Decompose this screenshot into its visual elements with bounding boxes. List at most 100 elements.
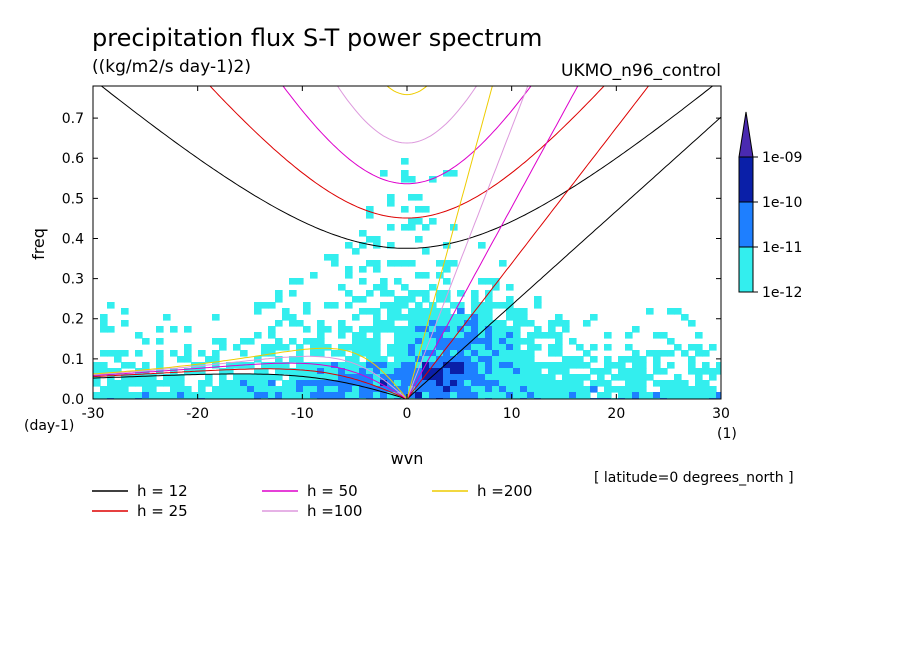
field-cell xyxy=(611,362,619,369)
field-cell xyxy=(443,368,451,375)
field-cell xyxy=(135,350,143,357)
field-cell xyxy=(534,326,542,333)
field-cell xyxy=(422,320,430,327)
field-cell xyxy=(198,380,206,387)
field-cell xyxy=(527,332,535,339)
field-cell xyxy=(359,374,367,381)
field-cell xyxy=(548,392,556,399)
field-cell xyxy=(506,296,514,303)
field-cell xyxy=(534,386,542,393)
field-cell xyxy=(373,344,381,351)
field-cell xyxy=(408,194,416,201)
field-cell xyxy=(408,314,416,321)
field-cell xyxy=(457,362,465,369)
field-cell xyxy=(415,302,423,309)
field-cell xyxy=(555,320,563,327)
field-cell xyxy=(373,362,381,369)
field-cell xyxy=(506,350,514,357)
field-cell xyxy=(163,380,171,387)
field-cell xyxy=(380,284,388,291)
field-cell xyxy=(156,356,164,363)
field-cell xyxy=(548,386,556,393)
field-cell xyxy=(464,380,472,387)
field-cell xyxy=(296,344,304,351)
field-cell xyxy=(359,278,367,285)
field-cell xyxy=(107,368,115,375)
field-cell xyxy=(520,320,528,327)
field-cell xyxy=(401,170,409,177)
field-cell xyxy=(520,392,528,399)
field-cell xyxy=(464,350,472,357)
field-cell xyxy=(366,212,374,219)
field-cell xyxy=(562,374,570,381)
field-cell xyxy=(513,356,521,363)
field-cell xyxy=(436,392,444,399)
field-cell xyxy=(464,356,472,363)
field-cell xyxy=(191,362,199,369)
field-cell xyxy=(492,374,500,381)
field-cell xyxy=(303,302,311,309)
field-cell xyxy=(268,326,276,333)
field-cell xyxy=(275,368,283,375)
field-cell xyxy=(415,356,423,363)
field-cell xyxy=(261,386,269,393)
field-cell xyxy=(93,368,101,375)
field-cell xyxy=(485,278,493,285)
field-cell xyxy=(506,308,514,315)
field-cell xyxy=(254,374,262,381)
field-cell xyxy=(415,290,423,297)
field-cell xyxy=(471,314,479,321)
field-cell xyxy=(275,362,283,369)
field-cell xyxy=(464,332,472,339)
field-cell xyxy=(254,380,262,387)
field-cell xyxy=(457,308,465,315)
field-cell xyxy=(359,362,367,369)
field-cell xyxy=(555,386,563,393)
field-cell xyxy=(422,386,430,393)
field-cell xyxy=(478,326,486,333)
field-cell xyxy=(156,392,164,399)
field-cell xyxy=(429,320,437,327)
field-cell xyxy=(387,260,395,267)
field-cell xyxy=(471,326,479,333)
field-cell xyxy=(352,248,360,255)
field-cell xyxy=(471,332,479,339)
field-cell xyxy=(653,350,661,357)
field-cell xyxy=(695,368,703,375)
field-cell xyxy=(352,296,360,303)
field-cell xyxy=(429,308,437,315)
field-cell xyxy=(625,380,633,387)
field-cell xyxy=(408,176,416,183)
field-cell xyxy=(331,368,339,375)
field-cell xyxy=(429,356,437,363)
field-cell xyxy=(576,356,584,363)
field-cell xyxy=(338,326,346,333)
field-cell xyxy=(590,314,598,321)
field-cell xyxy=(639,368,647,375)
field-cell xyxy=(401,176,409,183)
field-cell xyxy=(429,218,437,225)
field-cell xyxy=(492,302,500,309)
field-cell xyxy=(149,386,157,393)
field-cell xyxy=(394,338,402,345)
field-cell xyxy=(226,386,234,393)
field-cell xyxy=(632,374,640,381)
dispersion-curve-inertio-gravity xyxy=(209,86,605,219)
field-cell xyxy=(422,338,430,345)
field-cell xyxy=(303,362,311,369)
field-cell xyxy=(352,362,360,369)
field-cell xyxy=(443,356,451,363)
field-cell xyxy=(695,344,703,351)
field-cell xyxy=(205,374,213,381)
field-cell xyxy=(478,350,486,357)
field-cell xyxy=(408,224,416,231)
field-cell xyxy=(296,356,304,363)
field-cell xyxy=(478,332,486,339)
field-cell xyxy=(149,392,157,399)
field-cell xyxy=(219,344,227,351)
field-cell xyxy=(632,380,640,387)
field-cell xyxy=(408,338,416,345)
x-tick-label: 0 xyxy=(403,406,412,422)
field-cell xyxy=(478,362,486,369)
field-cell xyxy=(401,206,409,213)
